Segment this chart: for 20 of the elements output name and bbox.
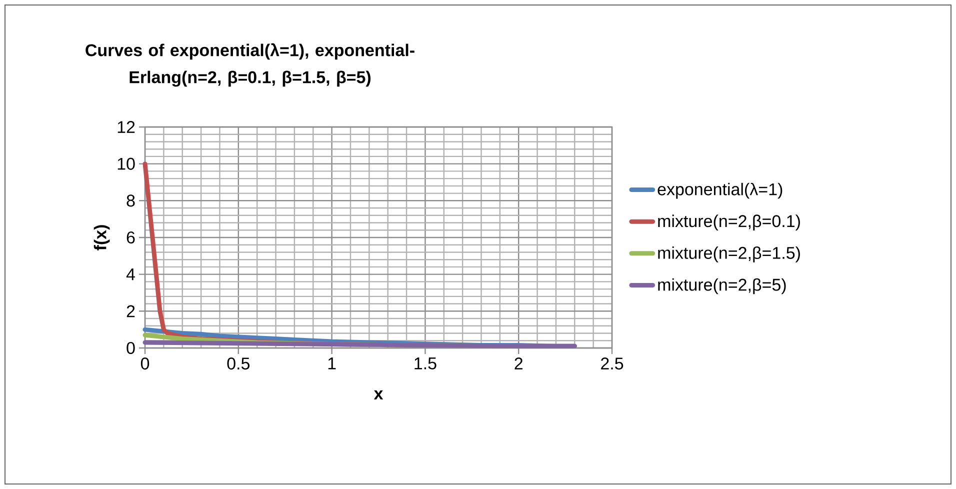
y-tick-label: 10 — [118, 158, 135, 170]
x-tick-label: 2.5 — [601, 358, 624, 370]
y-tick-label: 12 — [118, 121, 135, 133]
x-axis-title: x — [374, 390, 384, 400]
legend-label: mixture(n=2,β=0.1) — [658, 214, 800, 231]
x-tick-label: 1 — [328, 358, 336, 370]
legend-label: mixture(n=2,β=5) — [658, 278, 786, 294]
chart-title: Curves of exponential(λ=1), exponential-Erlang(n=2, β=0.1, β=1.5, β=5) — [86, 43, 414, 87]
x-tick-label: 0 — [140, 358, 150, 370]
y-tick-label: 4 — [126, 268, 135, 280]
x-tick-label: 2 — [514, 358, 522, 370]
y-axis-title: f(x) — [94, 225, 110, 250]
y-tick-label: 2 — [126, 305, 135, 318]
legend-label: exponential(λ=1) — [658, 182, 782, 199]
y-tick-label: 6 — [126, 231, 135, 244]
x-tick-label: 0.5 — [227, 358, 250, 370]
legend-label: mixture(n=2,β=1.5) — [658, 246, 800, 262]
y-tick-label: 8 — [126, 194, 135, 207]
x-tick-label: 1.5 — [414, 358, 436, 370]
y-tick-label: 0 — [126, 342, 135, 354]
